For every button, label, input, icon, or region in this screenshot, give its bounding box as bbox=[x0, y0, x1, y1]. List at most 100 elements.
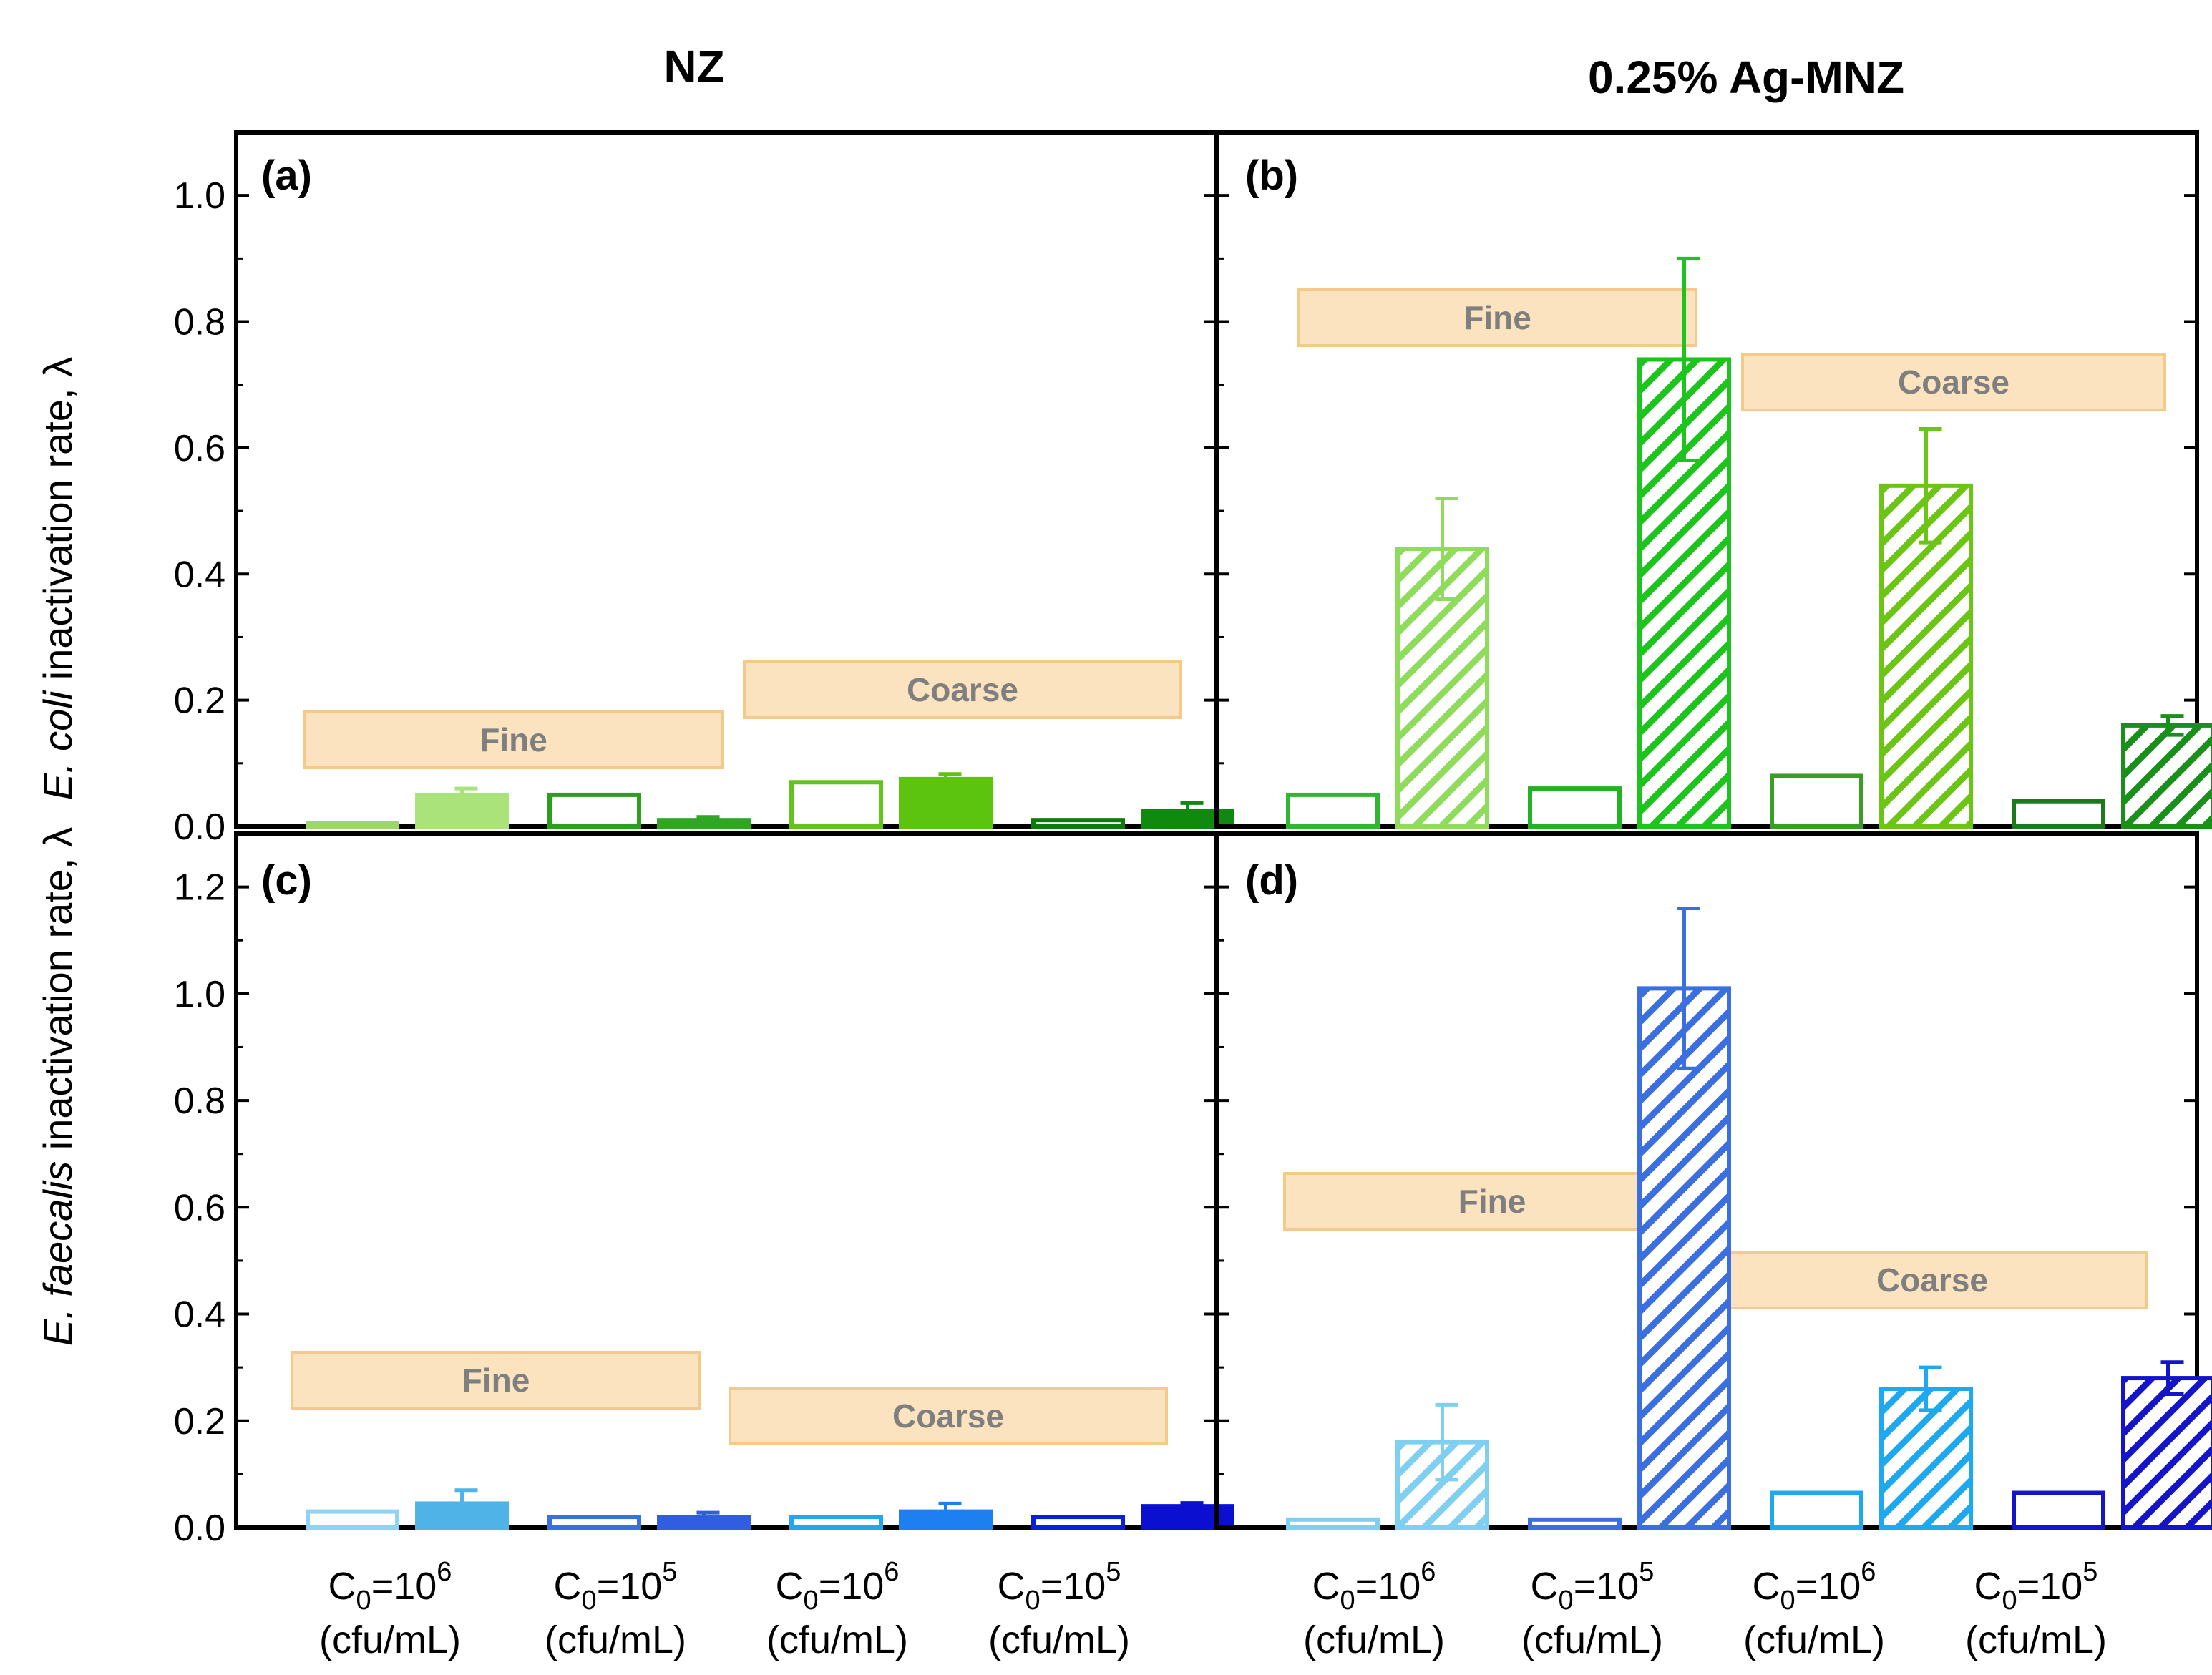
cat-mid: =10 bbox=[1355, 1565, 1421, 1608]
panel-d: (d) Fine Coarse bbox=[1214, 831, 2212, 1530]
panel-label: (b) bbox=[1245, 152, 1298, 199]
annotation-label: Fine bbox=[462, 1362, 530, 1399]
y-tick-label: 0.4 bbox=[174, 1294, 225, 1336]
annotation-label: Coarse bbox=[907, 671, 1018, 708]
annotation-fine: Fine bbox=[1283, 1172, 1701, 1231]
category-label-c0: C0=105 bbox=[554, 1557, 678, 1616]
cat-mid: =10 bbox=[1041, 1565, 1106, 1608]
annotation-box bbox=[1297, 288, 1697, 347]
bar-treated bbox=[415, 792, 509, 829]
y-tick-label: 0.8 bbox=[174, 1080, 225, 1122]
annotation-label: Fine bbox=[1458, 1183, 1526, 1220]
annotation-box bbox=[729, 1387, 1168, 1445]
panel-a: 0.0 0.2 0.4 0.6 0.8 1.0 (a) Fine Coarse bbox=[174, 130, 1234, 848]
y-tick-label: 1.2 bbox=[174, 867, 225, 909]
cat-sup: 5 bbox=[2082, 1557, 2097, 1587]
cat-base: C bbox=[1753, 1565, 1780, 1608]
bar-treated bbox=[1141, 1504, 1234, 1530]
y-axis-bottom-suffix: inactivation rate, λ bbox=[35, 827, 80, 1150]
cat-sub: 0 bbox=[1559, 1586, 1574, 1616]
y-axis-title: E. faecalis inactivation rate, λ E. coli… bbox=[35, 357, 80, 1346]
cat-base: C bbox=[1974, 1565, 2002, 1608]
category-label-unit: (cfu/mL) bbox=[988, 1618, 1130, 1661]
y-tick-label: 0.6 bbox=[174, 428, 225, 469]
annotation-box bbox=[1283, 1172, 1701, 1231]
bar-control bbox=[306, 1509, 399, 1530]
y-tick-label: 0.0 bbox=[174, 1508, 225, 1549]
y-tick-label: 0.2 bbox=[174, 680, 225, 722]
cat-sub: 0 bbox=[1780, 1586, 1796, 1616]
bar-treated bbox=[2121, 723, 2212, 829]
bar-control bbox=[1286, 1517, 1380, 1530]
cat-mid: =10 bbox=[2017, 1565, 2083, 1608]
category-label-unit: (cfu/mL) bbox=[319, 1618, 461, 1661]
category-label-c0: C0=105 bbox=[1974, 1557, 2098, 1616]
bar-treated bbox=[1141, 808, 1234, 829]
cat-sup: 6 bbox=[884, 1557, 899, 1587]
category-label: C0=106(cfu/mL) bbox=[766, 1557, 908, 1661]
cat-sub: 0 bbox=[582, 1586, 597, 1616]
annotation-coarse: Coarse bbox=[1716, 1251, 2148, 1309]
bar-treated bbox=[2121, 1376, 2212, 1530]
bar-control bbox=[547, 792, 641, 829]
cat-mid: =10 bbox=[371, 1565, 437, 1608]
category-label-c0: C0=106 bbox=[776, 1557, 900, 1616]
cat-sub: 0 bbox=[804, 1586, 819, 1616]
cat-sub: 0 bbox=[356, 1586, 371, 1616]
cat-base: C bbox=[1312, 1565, 1340, 1608]
category-label: C0=105(cfu/mL) bbox=[545, 1557, 686, 1661]
annotation-box bbox=[1741, 353, 2166, 411]
panel-label: (d) bbox=[1245, 857, 1298, 904]
bar-control bbox=[1528, 1517, 1622, 1530]
annotation-label: Coarse bbox=[892, 1397, 1004, 1435]
cat-base: C bbox=[1531, 1565, 1559, 1608]
category-labels: C0=106(cfu/mL)C0=105(cfu/mL)C0=106(cfu/m… bbox=[319, 1557, 2107, 1661]
category-label: C0=105(cfu/mL) bbox=[988, 1557, 1130, 1661]
category-label-unit: (cfu/mL) bbox=[766, 1618, 908, 1661]
annotation-coarse: Coarse bbox=[729, 1387, 1168, 1445]
cat-sub: 0 bbox=[2002, 1586, 2017, 1616]
y-tick-label: 0.6 bbox=[174, 1187, 225, 1229]
category-label-unit: (cfu/mL) bbox=[1743, 1618, 1885, 1661]
category-label-c0: C0=106 bbox=[1312, 1557, 1436, 1616]
bar-control bbox=[1031, 818, 1125, 829]
bar-control bbox=[789, 780, 883, 829]
cat-mid: =10 bbox=[1574, 1565, 1639, 1608]
category-label-c0: C0=105 bbox=[998, 1557, 1121, 1616]
bar-control bbox=[1528, 786, 1622, 829]
cat-sup: 5 bbox=[1106, 1557, 1121, 1587]
cat-mid: =10 bbox=[819, 1565, 885, 1608]
bar-treated bbox=[899, 1509, 993, 1530]
bar-control bbox=[789, 1515, 883, 1530]
cat-mid: =10 bbox=[1796, 1565, 1861, 1608]
category-label: C0=105(cfu/mL) bbox=[1521, 1557, 1663, 1661]
bar-control bbox=[1770, 1490, 1863, 1530]
bar-control bbox=[306, 821, 399, 829]
bar-control bbox=[1286, 792, 1380, 829]
column-title-nz: NZ bbox=[663, 41, 724, 92]
bar-control bbox=[1031, 1515, 1125, 1530]
bar-control bbox=[2012, 799, 2105, 829]
y-axis-top-suffix: inactivation rate, λ bbox=[35, 357, 80, 680]
cat-base: C bbox=[328, 1565, 356, 1608]
y-axis-top-organism: E. coli bbox=[35, 690, 80, 800]
cat-base: C bbox=[554, 1565, 582, 1608]
annotation-fine: Fine bbox=[1297, 288, 1697, 347]
annotation-label: Fine bbox=[1463, 299, 1531, 336]
bar-control bbox=[1770, 773, 1863, 829]
annotation-box bbox=[291, 1351, 701, 1410]
y-tick-label: 1.0 bbox=[174, 974, 225, 1015]
annotation-fine: Fine bbox=[291, 1351, 701, 1410]
annotation-coarse: Coarse bbox=[1741, 353, 2166, 411]
bar-treated bbox=[657, 1515, 751, 1530]
column-title-ag-mnz: 0.25% Ag-MNZ bbox=[1588, 52, 1904, 103]
y-axis-bottom-organism: E. faecalis bbox=[35, 1161, 80, 1346]
category-label: C0=105(cfu/mL) bbox=[1965, 1557, 2107, 1661]
category-label: C0=106(cfu/mL) bbox=[1303, 1557, 1445, 1661]
bar-treated bbox=[657, 818, 751, 829]
cat-base: C bbox=[998, 1565, 1025, 1608]
panel-label: (a) bbox=[261, 152, 312, 199]
y-tick-label: 0.4 bbox=[174, 554, 225, 595]
cat-sup: 6 bbox=[1421, 1557, 1436, 1587]
